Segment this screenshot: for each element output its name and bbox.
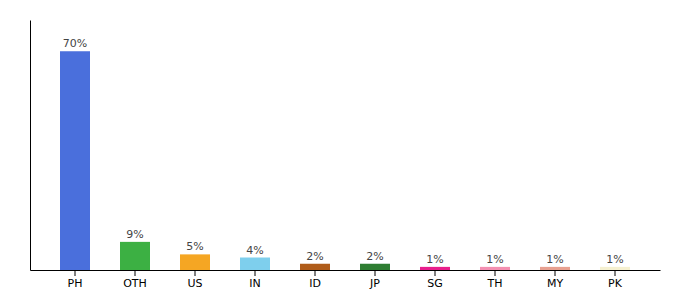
- x-tick-label: IN: [249, 277, 260, 290]
- bar: [420, 267, 450, 270]
- bar: [240, 258, 270, 271]
- x-tick-label: TH: [487, 277, 503, 290]
- bar: [60, 51, 90, 270]
- x-tick-mark: [495, 270, 496, 276]
- data-label: 70%: [63, 37, 87, 50]
- y-axis-line: [30, 21, 31, 271]
- x-tick-mark: [135, 270, 136, 276]
- x-axis-line: [31, 270, 661, 271]
- x-tick: ID: [309, 270, 321, 290]
- data-label: 1%: [546, 253, 563, 266]
- x-tick-mark: [75, 270, 76, 276]
- data-label: 2%: [366, 250, 383, 263]
- x-tick: US: [187, 270, 202, 290]
- x-tick: JP: [369, 270, 380, 290]
- x-tick: SG: [427, 270, 443, 290]
- x-tick-mark: [195, 270, 196, 276]
- x-tick-mark: [555, 270, 556, 276]
- bar: [480, 267, 510, 270]
- x-tick-mark: [315, 270, 316, 276]
- bar: [120, 242, 150, 270]
- x-tick-mark: [375, 270, 376, 276]
- x-tick: MY: [547, 270, 563, 290]
- x-tick-mark: [615, 270, 616, 276]
- x-tick-label: MY: [547, 277, 563, 290]
- data-label: 5%: [186, 240, 203, 253]
- bar: [600, 267, 630, 270]
- bar: [540, 267, 570, 270]
- data-label: 2%: [306, 250, 323, 263]
- x-tick-mark: [435, 270, 436, 276]
- y-axis: [30, 21, 31, 271]
- bar: [300, 264, 330, 270]
- data-label: 4%: [246, 244, 263, 257]
- x-tick-label: ID: [309, 277, 321, 290]
- x-tick-label: JP: [369, 277, 380, 290]
- data-label: 9%: [126, 228, 143, 241]
- data-label: 1%: [606, 253, 623, 266]
- bar: [180, 254, 210, 270]
- plot-area: [60, 51, 630, 270]
- x-tick: PK: [608, 270, 623, 290]
- data-label: 1%: [426, 253, 443, 266]
- x-tick-label: PK: [608, 277, 623, 290]
- x-tick-label: SG: [427, 277, 443, 290]
- bar: [360, 264, 390, 270]
- x-tick: PH: [68, 270, 83, 290]
- chart: 70% 9% 5% 4% 2% 2% 1% 1% 1% 1% PH OTH US IN ID JP SG TH MY…: [0, 0, 680, 300]
- x-tick-label: PH: [68, 277, 83, 290]
- x-tick: TH: [487, 270, 503, 290]
- data-label: 1%: [486, 253, 503, 266]
- x-tick-label: US: [187, 277, 202, 290]
- x-tick-label: OTH: [123, 277, 147, 290]
- x-axis: PH OTH US IN ID JP SG TH MY PK: [31, 270, 661, 290]
- x-tick-mark: [255, 270, 256, 276]
- x-tick: IN: [249, 270, 260, 290]
- x-tick: OTH: [123, 270, 147, 290]
- data-labels: 70% 9% 5% 4% 2% 2% 1% 1% 1% 1%: [63, 37, 624, 266]
